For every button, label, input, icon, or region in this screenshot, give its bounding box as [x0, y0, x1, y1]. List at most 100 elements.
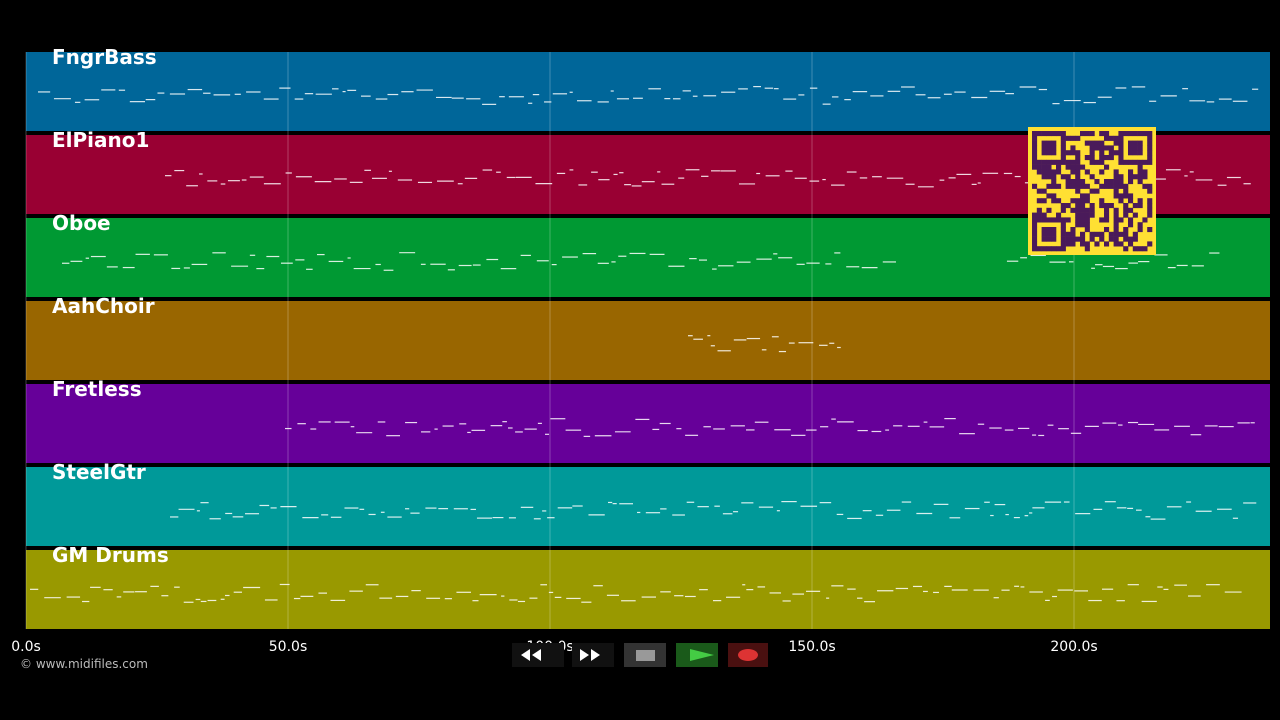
qr-cell: [1104, 183, 1110, 189]
qr-cell: [1099, 155, 1105, 161]
qr-cell: [1075, 203, 1081, 209]
qr-cell: [1060, 236, 1066, 242]
qr-cell: [1080, 217, 1086, 223]
qr-cell: [1132, 212, 1138, 218]
qr-cell: [1075, 159, 1081, 165]
qr-cell: [1084, 241, 1090, 247]
qr-cell: [1089, 212, 1095, 218]
qr-cell: [1041, 236, 1047, 242]
qr-cell: [1084, 169, 1090, 175]
qr-cell: [1113, 217, 1119, 223]
qr-cell: [1046, 174, 1052, 180]
qr-cell: [1051, 174, 1057, 180]
qr-cell: [1137, 174, 1143, 180]
qr-cell: [1128, 150, 1134, 156]
qr-cell: [1070, 145, 1076, 151]
qr-cell: [1137, 227, 1143, 233]
qr-cell: [1108, 183, 1114, 189]
qr-cell: [1099, 140, 1105, 146]
qr-cell: [1118, 183, 1124, 189]
qr-cell: [1075, 217, 1081, 223]
qr-cell: [1041, 231, 1047, 237]
qr-cell: [1065, 135, 1071, 141]
qr-cell: [1056, 217, 1062, 223]
qr-cell: [1065, 159, 1071, 165]
qr-cell: [1128, 241, 1134, 247]
qr-cell: [1123, 227, 1129, 233]
qr-cell: [1104, 135, 1110, 141]
qr-cell: [1123, 183, 1129, 189]
qr-cell: [1142, 183, 1148, 189]
track-name: Fretless: [52, 377, 142, 401]
qr-cell: [1094, 231, 1100, 237]
qr-cell: [1051, 131, 1057, 137]
rewind-button[interactable]: [512, 643, 564, 667]
qr-cell: [1051, 231, 1057, 237]
qr-cell: [1051, 236, 1057, 242]
qr-cell: [1094, 179, 1100, 185]
qr-cell: [1065, 241, 1071, 247]
play-button[interactable]: [676, 643, 718, 667]
qr-cell: [1132, 174, 1138, 180]
qr-cell: [1032, 217, 1038, 223]
qr-cell: [1080, 236, 1086, 242]
qr-cell: [1099, 217, 1105, 223]
qr-cell: [1113, 183, 1119, 189]
qr-cell: [1147, 155, 1153, 161]
qr-cell: [1113, 174, 1119, 180]
qr-cell: [1075, 135, 1081, 141]
qr-cell: [1113, 140, 1119, 146]
qr-cell: [1089, 203, 1095, 209]
qr-cell: [1051, 169, 1057, 175]
qr-cell: [1080, 212, 1086, 218]
qr-cell: [1132, 203, 1138, 209]
qr-cell: [1046, 236, 1052, 242]
qr-cell: [1084, 198, 1090, 204]
qr-cell: [1075, 188, 1081, 194]
qr-cell: [1147, 159, 1153, 165]
qr-cell: [1056, 159, 1062, 165]
stop-button[interactable]: [624, 643, 666, 667]
qr-cell: [1041, 198, 1047, 204]
qr-cell: [1128, 207, 1134, 213]
tracks: FngrBass ElPiano1 Oboe AahChoir Fretless Stee…: [26, 45, 1270, 629]
qr-cell: [1089, 140, 1095, 146]
qr-cell: [1099, 169, 1105, 175]
qr-cell: [1051, 246, 1057, 252]
qr-cell: [1089, 155, 1095, 161]
record-button[interactable]: [728, 643, 768, 667]
qr-cell: [1041, 164, 1047, 170]
qr-cell: [1128, 217, 1134, 223]
qr-cell: [1108, 135, 1114, 141]
qr-cell: [1118, 159, 1124, 165]
qr-cell: [1070, 207, 1076, 213]
qr-cell: [1060, 155, 1066, 161]
qr-cell: [1147, 135, 1153, 141]
qr-cell: [1132, 131, 1138, 137]
forward-button[interactable]: [572, 643, 614, 667]
qr-cell: [1104, 212, 1110, 218]
qr-cell: [1089, 131, 1095, 137]
qr-cell: [1147, 145, 1153, 151]
qr-cell: [1084, 183, 1090, 189]
qr-cell: [1084, 131, 1090, 137]
qr-cell: [1137, 179, 1143, 185]
qr-cell: [1080, 231, 1086, 237]
note-texture: [688, 335, 841, 353]
track-lane: [26, 52, 1270, 131]
qr-cell: [1060, 217, 1066, 223]
qr-cell: [1084, 227, 1090, 233]
qr-cell: [1128, 193, 1134, 199]
qr-cell: [1137, 198, 1143, 204]
qr-cell: [1113, 236, 1119, 242]
qr-cell: [1104, 217, 1110, 223]
qr-cell: [1142, 131, 1148, 137]
qr-cell: [1036, 164, 1042, 170]
qr-cell: [1142, 217, 1148, 223]
qr-cell: [1046, 246, 1052, 252]
transport-controls: [512, 643, 768, 667]
qr-cell: [1080, 241, 1086, 247]
qr-cell: [1108, 203, 1114, 209]
qr-cell: [1032, 236, 1038, 242]
qr-cell: [1113, 222, 1119, 228]
